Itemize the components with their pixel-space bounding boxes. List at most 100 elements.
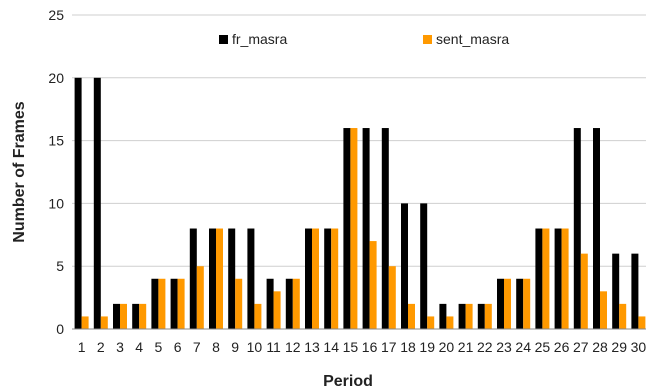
bar-sent-masra-12 [292,278,300,329]
bar-sent-masra-3 [120,303,127,329]
bar-sent-masra-18 [408,303,415,329]
bar-sent-masra-14 [331,228,339,329]
y-tick-label: 0 [56,321,64,337]
y-axis-title: Number of Frames [11,101,28,242]
bar-sent-masra-29 [619,303,627,329]
bar-sent-masra-4 [139,303,147,329]
bar-sent-masra-27 [580,253,588,329]
bar-sent-masra-10 [254,303,262,329]
x-tick-label: 27 [573,339,589,355]
bar-fr-masra-15 [343,128,351,329]
y-tick-label: 5 [56,258,64,274]
bar-fr-masra-27 [573,128,581,329]
bar-sent-masra-19 [427,316,435,329]
bar-sent-masra-25 [542,228,550,329]
bar-fr-masra-26 [554,228,562,329]
x-tick-label: 2 [97,339,105,355]
bar-sent-masra-9 [235,278,243,329]
x-tick-label: 14 [323,339,339,355]
bar-sent-masra-5 [158,278,166,329]
x-tick-label: 13 [304,339,320,355]
x-tick-label: 30 [631,339,646,355]
bar-fr-masra-30 [631,253,639,329]
y-tick-label: 20 [48,70,64,86]
bar-fr-masra-10 [247,228,255,329]
bar-fr-masra-21 [458,303,466,329]
x-tick-label: 10 [247,339,263,355]
x-tick-label: 17 [381,339,397,355]
x-axis-title: Period [323,373,373,390]
x-tick-label: 19 [419,339,435,355]
x-tick-label: 7 [193,339,201,355]
bars [74,77,646,329]
x-tick-label: 28 [592,339,608,355]
bar-fr-masra-16 [362,128,370,329]
y-tick-label: 25 [48,7,64,23]
x-tick-label: 16 [362,339,378,355]
bar-sent-masra-23 [504,278,511,329]
x-tick-label: 12 [285,339,301,355]
bar-sent-masra-24 [523,278,531,329]
x-tick-label: 26 [554,339,570,355]
bar-fr-masra-8 [209,228,216,329]
bar-fr-masra-19 [420,203,428,329]
bar-fr-masra-17 [381,128,389,329]
x-tick-label: 23 [496,339,512,355]
bar-fr-masra-5 [151,278,159,329]
x-tick-label: 11 [266,339,281,355]
x-tick-label: 22 [477,339,493,355]
bar-fr-masra-25 [535,228,543,329]
legend-swatch-sent-masra [423,35,432,44]
x-tick-label: 1 [78,339,86,355]
bar-sent-masra-15 [350,128,358,329]
bar-fr-masra-28 [593,128,600,329]
bar-fr-masra-18 [401,203,408,329]
bar-sent-masra-20 [446,316,454,329]
bar-fr-masra-3 [113,303,120,329]
bar-fr-masra-7 [189,228,197,329]
x-tick-label: 9 [231,339,239,355]
bar-sent-masra-21 [465,303,473,329]
bar-sent-masra-8 [216,228,223,329]
bar-fr-masra-2 [93,77,101,329]
bar-fr-masra-6 [170,278,178,329]
bar-fr-masra-24 [516,278,524,329]
x-tick-label: 4 [135,339,143,355]
x-axis-ticks: 1 2 3 4 5 6 7 8 9 10 11 12 13 14 15 16 17 18 19 20 21 22 23 24 2… [78,339,646,355]
bar-sent-masra-30 [638,316,646,329]
x-tick-label: 20 [439,339,455,355]
gridlines [72,14,646,267]
legend-label-fr-masra: fr_masra [232,31,287,47]
x-tick-label: 8 [212,339,220,355]
bar-fr-masra-14 [324,228,332,329]
bar-fr-masra-9 [228,228,236,329]
bar-fr-masra-13 [305,228,312,329]
bar-sent-masra-22 [484,303,492,329]
bar-sent-masra-28 [600,291,607,329]
bar-sent-masra-1 [81,316,89,329]
bar-fr-masra-12 [285,278,293,329]
bar-fr-masra-1 [74,77,82,329]
bar-sent-masra-13 [312,228,319,329]
x-tick-label: 29 [611,339,627,355]
bar-fr-masra-11 [266,278,274,329]
bar-sent-masra-26 [561,228,569,329]
x-tick-label: 15 [343,339,359,355]
bar-sent-masra-17 [388,266,396,329]
x-tick-label: 3 [116,339,124,355]
x-tick-label: 6 [174,339,182,355]
x-tick-label: 25 [535,339,551,355]
y-tick-label: 10 [48,195,64,211]
bar-sent-masra-2 [100,316,108,329]
x-tick-label: 21 [458,339,474,355]
bar-fr-masra-20 [439,303,447,329]
legend: fr_masra sent_masra [219,31,509,47]
bar-fr-masra-22 [477,303,485,329]
y-tick-label: 15 [48,133,64,149]
bar-fr-masra-4 [132,303,140,329]
legend-swatch-fr-masra [219,35,228,44]
x-tick-label: 24 [515,339,531,355]
bar-sent-masra-6 [177,278,185,329]
y-axis-ticks: 0 5 10 15 20 25 [48,7,64,337]
